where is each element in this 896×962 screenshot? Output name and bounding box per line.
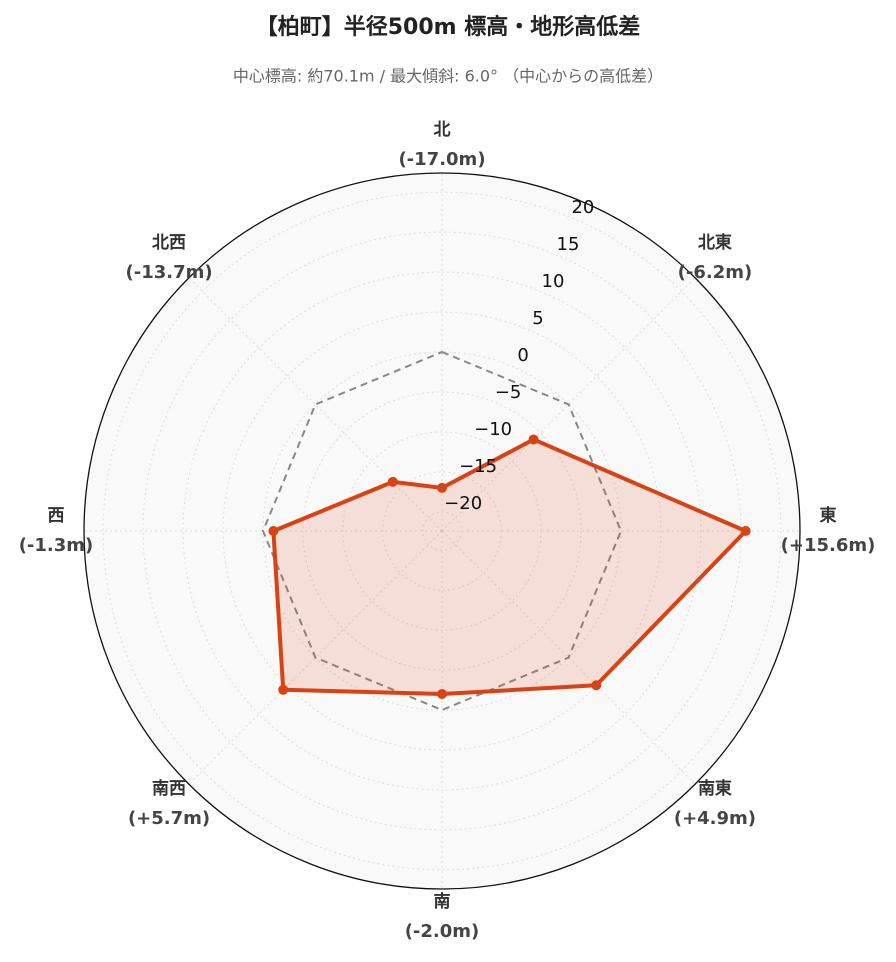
- data-point: [387, 476, 398, 487]
- angular-label: 北西: [152, 233, 186, 253]
- data-point: [591, 680, 602, 691]
- value-label: (-13.7m): [126, 262, 213, 283]
- radial-tick-label: 15: [557, 234, 580, 255]
- data-point: [437, 482, 447, 493]
- angular-label: 北東: [698, 232, 732, 253]
- value-label: (-2.0m): [405, 921, 480, 942]
- data-point: [740, 526, 751, 536]
- angular-label: 北: [434, 120, 451, 140]
- value-label: (+5.7m): [128, 808, 210, 829]
- grid-circle: [422, 511, 462, 551]
- value-label: (+4.9m): [674, 808, 756, 829]
- angular-label: 南西: [152, 778, 186, 799]
- angular-label: 南東: [698, 778, 732, 799]
- radial-tick-label: −20: [444, 493, 482, 514]
- grid-circle: [182, 271, 702, 791]
- chart-title: 【柏町】半径500m 標高・地形高低差: [256, 14, 641, 40]
- value-label: (+15.6m): [781, 535, 876, 556]
- angular-label: 西: [48, 506, 65, 526]
- angular-label: 東: [820, 505, 837, 526]
- radial-tick-label: 10: [542, 271, 565, 292]
- data-point: [528, 434, 539, 445]
- angular-label: 南: [434, 891, 451, 912]
- radial-tick-label: −15: [459, 456, 497, 477]
- grid-circle: [102, 191, 782, 871]
- chart-subtitle: 中心標高: 約70.1m / 最大傾斜: 6.0° （中心からの高低差）: [233, 67, 663, 86]
- grid-circle: [222, 311, 662, 751]
- outer-circle: [83, 172, 801, 890]
- radial-tick-label: −10: [474, 419, 512, 440]
- grid-circle: [342, 431, 542, 631]
- data-point: [268, 526, 279, 536]
- radial-tick-label: −5: [495, 382, 522, 403]
- grid-circle: [302, 391, 582, 671]
- value-label: (-1.3m): [19, 535, 94, 556]
- value-label: (-17.0m): [398, 149, 485, 170]
- reference-line: [261, 350, 623, 712]
- radial-tick-label: 20: [571, 197, 594, 218]
- value-label: (-6.2m): [678, 262, 753, 283]
- grid-circle: [382, 471, 502, 591]
- radial-tick-label: 5: [532, 308, 543, 329]
- grid-circle: [262, 351, 622, 711]
- data-point: [437, 689, 447, 700]
- radial-tick-label: 0: [517, 345, 528, 366]
- data-point: [278, 684, 289, 695]
